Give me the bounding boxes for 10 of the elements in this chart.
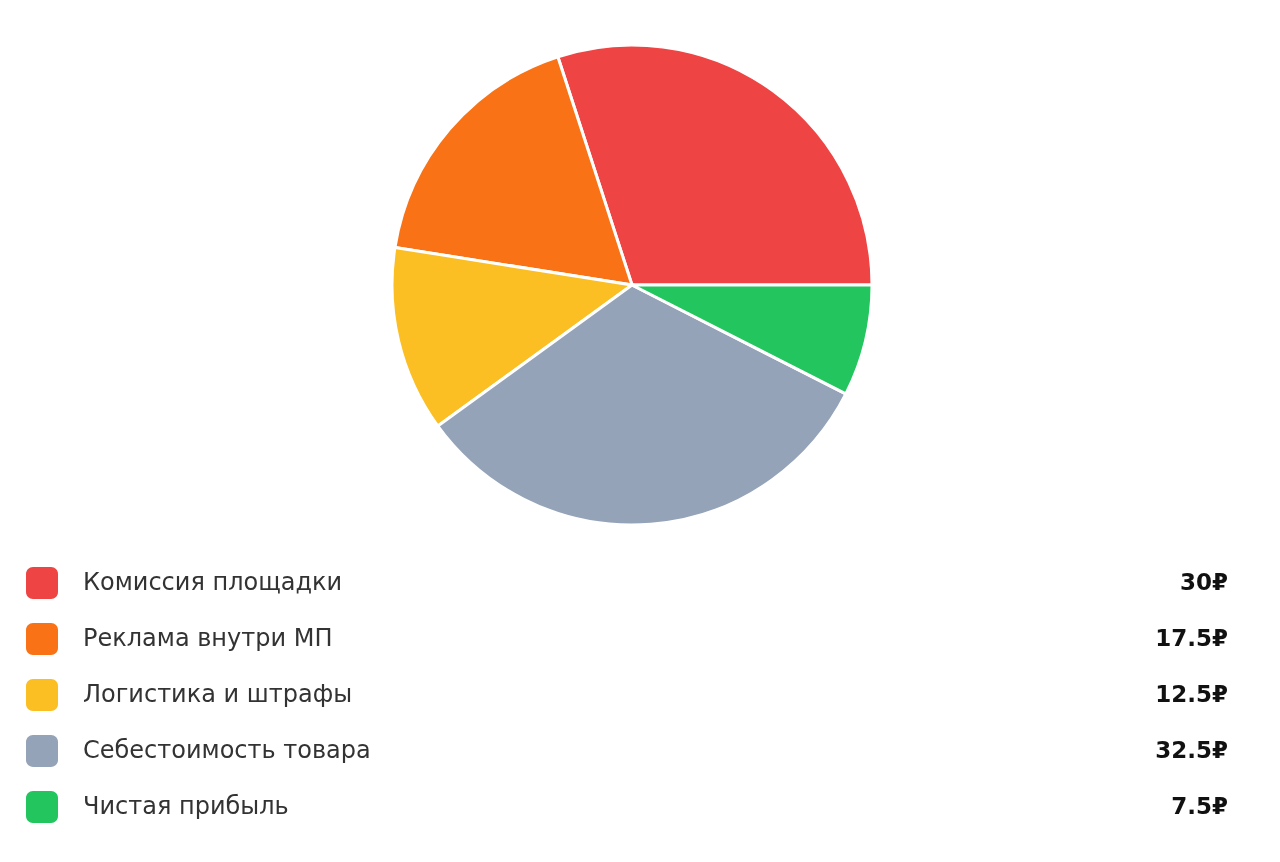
data-label: 17.5₽: [1155, 625, 1228, 651]
legend-label: Себестоимость товара: [83, 736, 371, 764]
legend-label: Чистая прибыль: [83, 792, 289, 820]
legend-label: Реклама внутри МП: [83, 624, 333, 652]
data-label: 7.5₽: [1171, 793, 1228, 819]
legend-label: Логистика и штрафы: [83, 680, 353, 708]
data-label: 12.5₽: [1155, 681, 1228, 707]
data-label: 30₽: [1179, 569, 1228, 595]
data-label: 32.5₽: [1155, 737, 1228, 763]
legend-label: Комиссия площадки: [83, 568, 343, 596]
